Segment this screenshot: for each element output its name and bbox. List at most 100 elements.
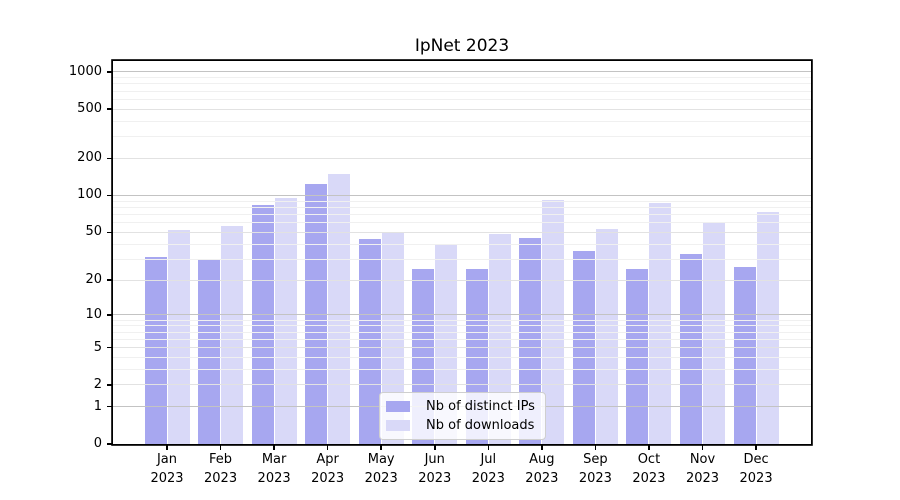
x-tick-mark [326,445,329,450]
bar-downloads-feb [221,226,244,444]
gridline-6 [113,338,811,340]
x-tick-mark [273,445,275,450]
gridline-600 [113,98,811,100]
y-tick-mark [106,194,113,197]
y-tick-label-100: 100 [77,187,102,203]
x-tick-mark [701,445,704,450]
x-tick-label-jul: Jul 2023 [471,452,505,486]
gridline-500 [113,108,811,110]
x-tick-label-jun: Jun 2023 [418,452,452,486]
gridline-9 [113,319,811,321]
bar-downloads-nov [703,222,725,444]
gridline-5 [113,347,811,348]
y-tick-mark [106,231,113,233]
bar-downloads-may [381,232,404,444]
legend-swatch-downloads [386,420,410,431]
gridline-50 [113,231,811,233]
legend-label-downloads: Nb of downloads [426,418,535,433]
x-tick-label-jan: Jan 2023 [150,452,184,486]
gridline-900 [113,77,811,79]
y-tick-label-500: 500 [77,101,102,117]
y-tick-label-1: 1 [93,398,102,414]
gridline-700 [113,90,811,92]
x-tick-mark [219,445,222,450]
x-tick-label-may: May 2023 [364,452,398,486]
chart-title: IpNet 2023 [414,36,510,56]
legend-entry-downloads: Nb of downloads [386,417,535,434]
y-tick-mark [106,314,113,316]
y-tick-mark [106,71,113,73]
gridline-1000 [113,71,811,73]
bar-downloads-jan [167,230,190,444]
gridline-3 [113,368,811,370]
gridline-70 [113,213,811,215]
x-tick-mark [380,445,382,450]
y-tick-label-10: 10 [85,306,102,322]
y-tick-label-200: 200 [77,150,102,166]
x-tick-mark [166,445,168,450]
gridline-400 [113,120,811,122]
x-tick-mark [487,445,490,450]
x-tick-label-oct: Oct 2023 [632,452,666,486]
bar-downloads-apr [328,173,351,444]
gridline-4 [113,356,811,358]
bar-distinct-ips-apr [305,184,328,444]
legend-label-distinct-ips: Nb of distinct IPs [426,399,535,414]
y-tick-label-2: 2 [93,376,102,392]
bar-distinct-ips-nov [680,254,702,444]
y-tick-label-20: 20 [85,272,102,288]
bar-distinct-ips-mar [251,204,274,444]
y-tick-label-50: 50 [85,224,102,240]
y-tick-mark [106,346,113,349]
gridline-2 [113,384,811,386]
bar-distinct-ips-oct [626,268,649,444]
x-tick-label-aug: Aug 2023 [525,452,559,486]
y-tick-mark [106,384,113,386]
gridline-200 [113,157,811,159]
legend-entry-distinct-ips: Nb of distinct IPs [386,398,535,415]
y-tick-label-1000: 1000 [68,63,102,79]
x-tick-label-mar: Mar 2023 [257,452,291,486]
x-tick-label-feb: Feb 2023 [204,452,238,486]
gridline-7 [113,331,811,333]
x-tick-mark [594,445,597,450]
legend: Nb of distinct IPs Nb of downloads [379,392,546,440]
gridline-40 [113,243,811,245]
y-tick-mark [106,108,113,110]
bar-downloads-aug [542,200,565,444]
bar-distinct-ips-jan [144,257,167,444]
gridline-80 [113,206,811,208]
plot-area: Nb of distinct IPs Nb of downloads [113,61,811,444]
gridline-30 [113,258,811,260]
y-tick-mark [106,279,113,281]
y-tick-label-0: 0 [93,436,102,451]
gridline-100 [113,194,811,196]
gridline-10 [113,314,811,316]
gridline-800 [113,83,811,85]
x-tick-mark [755,445,757,450]
bar-downloads-sep [595,229,618,444]
y-tick-mark [106,405,113,408]
gridline-20 [113,279,811,281]
x-tick-label-dec: Dec 2023 [739,452,773,486]
bar-distinct-ips-feb [198,259,221,444]
gridline-300 [113,136,811,138]
y-tick-mark [106,443,113,445]
x-tick-mark [648,445,650,450]
x-tick-mark [434,445,436,450]
gridline-60 [113,222,811,224]
gridline-8 [113,325,811,327]
bar-distinct-ips-dec [733,266,756,444]
bar-downloads-dec [756,212,779,444]
x-tick-label-nov: Nov 2023 [685,452,720,486]
x-tick-mark [541,445,543,450]
y-tick-mark [106,157,113,160]
bar-downloads-mar [274,198,297,444]
x-tick-label-apr: Apr 2023 [311,452,345,486]
gridline-90 [113,200,811,202]
bar-downloads-oct [649,202,672,444]
bar-distinct-ips-may [358,239,381,444]
x-tick-label-sep: Sep 2023 [578,452,612,486]
y-tick-label-5: 5 [93,339,102,355]
